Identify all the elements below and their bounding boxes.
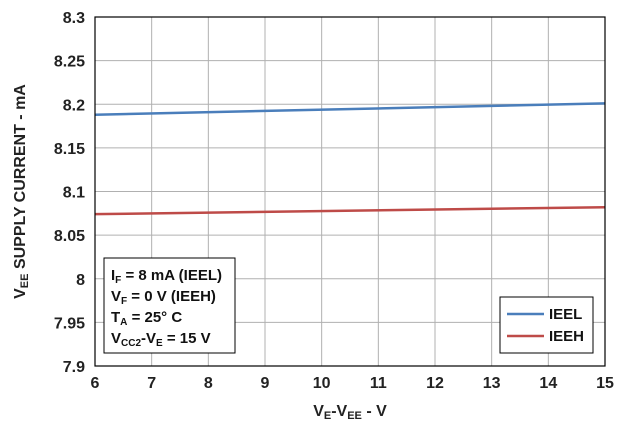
y-tick-label: 8.1: [63, 185, 85, 202]
y-axis-title: VEE SUPPLY CURRENT - mA: [12, 84, 31, 299]
y-tick-label: 7.95: [54, 315, 85, 332]
x-tick-label: 6: [91, 375, 100, 392]
y-tick-label: 8.15: [54, 141, 85, 158]
y-tick-label: 8.3: [63, 10, 85, 27]
x-tick-label: 7: [147, 375, 156, 392]
y-tick-labels: 7.9 7.95 8 8.05 8.1 8.15 8.2 8.25 8.3: [54, 10, 85, 376]
x-tick-label: 14: [539, 375, 557, 392]
legend-label-ieeh: IEEH: [549, 328, 584, 345]
legend: IEEL IEEH: [499, 296, 594, 354]
x-tick-label: 8: [204, 375, 213, 392]
series-line-ieeh: [94, 205, 606, 216]
conditions-box: IF = 8 mA (IEEL) VF = 0 V (IEEH) TA = 25…: [103, 257, 236, 354]
y-tick-label: 8: [76, 272, 85, 289]
conditions-box-frame: [103, 257, 236, 354]
condition-line: TA = 25° C: [111, 309, 182, 328]
plot-frame: [94, 16, 606, 367]
legend-frame: [499, 296, 594, 354]
x-tick-label: 9: [261, 375, 270, 392]
legend-label-ieel: IEEL: [549, 306, 582, 323]
x-tick-label: 12: [426, 375, 444, 392]
condition-line: VCC2-VE = 15 V: [111, 330, 211, 349]
condition-line: IF = 8 mA (IEEL): [111, 267, 222, 286]
y-tick-label: 8.2: [63, 97, 85, 114]
x-tick-label: 15: [596, 375, 614, 392]
y-tick-label: 7.9: [63, 359, 85, 376]
x-tick-label: 10: [313, 375, 331, 392]
condition-line: VF = 0 V (IEEH): [111, 288, 216, 307]
y-tick-label: 8.05: [54, 228, 85, 245]
x-tick-label: 13: [483, 375, 501, 392]
x-tick-label: 11: [370, 375, 387, 392]
y-tick-label: 8.25: [54, 54, 85, 71]
series-lines: [94, 102, 606, 216]
series-line-ieel: [94, 102, 606, 116]
x-axis-title: VE-VEE - V: [313, 403, 387, 422]
x-tick-labels: 6 7 8 9 10 11 12 13 14 15: [91, 375, 614, 392]
